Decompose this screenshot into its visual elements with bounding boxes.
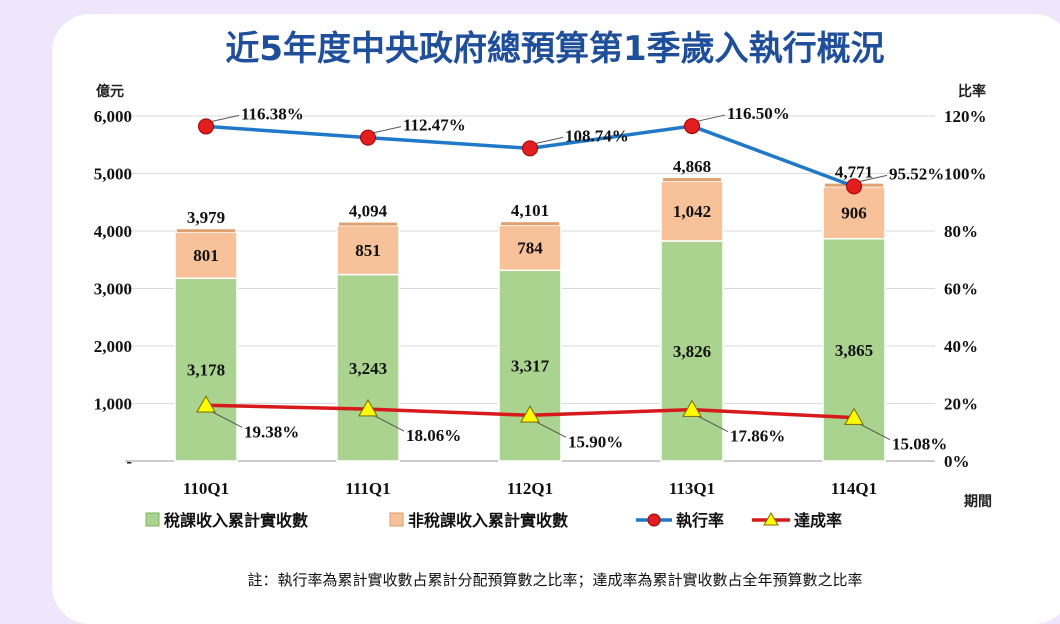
- tax-revenue-bar: [660, 240, 724, 462]
- total-label: 4,101: [511, 201, 549, 220]
- execution-rate-label: 116.50%: [727, 104, 790, 123]
- execution-rate-marker: [522, 140, 538, 157]
- legend-ach-label: 達成率: [794, 511, 842, 530]
- total-label: 4,868: [673, 157, 711, 176]
- tax-revenue-bar: [336, 273, 400, 462]
- y2-tick-label: 0%: [944, 452, 970, 471]
- leader-line: [858, 423, 891, 441]
- y-tick-label: 5,000: [94, 165, 132, 184]
- non-tax-revenue-bar: [336, 224, 400, 276]
- tax-revenue-label: 3,243: [349, 359, 387, 378]
- leader-line: [372, 414, 405, 432]
- bar-top-edge: [339, 222, 397, 226]
- leader-line: [211, 114, 240, 122]
- bar-top-edge: [501, 222, 559, 226]
- y2-tick-label: 20%: [944, 395, 978, 414]
- achievement-rate-marker: [520, 405, 540, 423]
- left-axis-unit: 億元: [96, 83, 124, 100]
- execution-rate-label: 95.52%: [889, 164, 944, 183]
- y-tick-label: 2,000: [94, 337, 132, 356]
- leader-line: [210, 410, 243, 428]
- left-axis-ticks: - 1,000 2,000 3,000 4,000 5,000 6,000: [94, 107, 133, 471]
- total-label: 4,094: [349, 202, 388, 221]
- leader-line: [535, 136, 564, 144]
- non-tax-revenue-bar: [822, 185, 886, 240]
- execution-rate-marker: [198, 118, 214, 135]
- x-axis-ticks: 110Q1 111Q1 112Q1 113Q1 114Q1: [183, 479, 877, 498]
- achievement-rate-marker: [358, 399, 378, 417]
- y-tick-label: 3,000: [94, 280, 132, 299]
- achievement-rate-label: 19.38%: [244, 422, 299, 441]
- non-tax-revenue-label: 801: [193, 246, 219, 265]
- x-tick-label: 114Q1: [831, 479, 877, 498]
- non-tax-revenue-bar: [498, 224, 562, 272]
- leader-line: [534, 420, 567, 438]
- y2-tick-label: 60%: [944, 280, 978, 299]
- execution-rate-marker: [846, 178, 862, 195]
- legend-exec-marker: [647, 513, 661, 527]
- bar-top-edge: [177, 229, 235, 233]
- chart: 近5年度中央政府總預算第1季歲入執行概況 億元 比率 期間 - 1,000 2,00…: [94, 29, 992, 589]
- x-axis-label: 期間: [964, 494, 992, 510]
- legend-exec-label: 執行率: [676, 511, 724, 530]
- non-tax-revenue-label: 784: [517, 239, 543, 258]
- y2-tick-label: 100%: [944, 165, 987, 184]
- achievement-rate-marker: [196, 395, 216, 413]
- non-tax-revenue-label: 1,042: [673, 202, 711, 221]
- y2-tick-label: 120%: [944, 107, 987, 126]
- legend-tax-swatch: [145, 512, 160, 527]
- execution-rate-marker: [360, 129, 376, 146]
- x-tick-label: 112Q1: [507, 479, 553, 498]
- achievement-rate-label: 15.08%: [892, 435, 947, 454]
- bar-top-edge: [663, 178, 721, 182]
- y2-tick-label: 40%: [944, 337, 978, 356]
- leader-line: [373, 126, 402, 134]
- legend: 稅課收入累計實收數 非稅課收入累計實收數 執行率 達成率: [145, 511, 842, 530]
- leader-line: [696, 415, 729, 433]
- tax-revenue-label: 3,178: [187, 361, 225, 380]
- execution-rate-marker: [684, 118, 700, 135]
- total-label: 3,979: [187, 208, 225, 227]
- tax-revenue-label: 3,317: [511, 357, 550, 376]
- x-tick-label: 110Q1: [183, 479, 229, 498]
- tax-revenue-label: 3,826: [673, 342, 711, 361]
- y-tick-label: 4,000: [94, 222, 132, 241]
- legend-ach-marker: [763, 512, 779, 526]
- y-tick-label: 6,000: [94, 107, 132, 126]
- achievement-rate-label: 15.90%: [568, 432, 623, 451]
- chart-title: 近5年度中央政府總預算第1季歲入執行概況: [225, 29, 884, 69]
- y2-tick-label: 80%: [944, 222, 978, 241]
- execution-rate-label: 112.47%: [403, 116, 466, 135]
- leader-line: [859, 174, 888, 182]
- legend-nontax-swatch: [389, 512, 404, 527]
- total-label: 4,771: [835, 163, 873, 182]
- legend-tax-label: 稅課收入累計實收數: [164, 511, 308, 530]
- line-series: 116.38% 112.47% 108.74% 116.50% 95.52% 19.38%…: [196, 104, 947, 454]
- right-axis-unit: 比率: [958, 83, 986, 100]
- x-tick-label: 113Q1: [669, 479, 715, 498]
- legend-nontax-label: 非稅課收入累計實收數: [408, 511, 568, 530]
- footnote: 註：執行率為累計實收數占累計分配預算數之比率；達成率為累計實收數占全年預算數之比…: [247, 571, 862, 589]
- y-tick-label: -: [126, 452, 132, 471]
- tax-revenue-label: 3,865: [835, 341, 873, 360]
- achievement-rate-label: 17.86%: [730, 427, 785, 446]
- y-tick-label: 1,000: [94, 395, 132, 414]
- achievement-rate-label: 18.06%: [406, 426, 461, 445]
- leader-line: [697, 114, 726, 122]
- execution-rate-label: 108.74%: [565, 126, 629, 145]
- achievement-rate-marker: [844, 407, 864, 425]
- non-tax-revenue-label: 906: [841, 204, 867, 223]
- right-axis-ticks: 0% 20% 40% 60% 80% 100% 120%: [944, 107, 987, 471]
- x-tick-label: 111Q1: [345, 479, 390, 498]
- achievement-rate-marker: [682, 399, 702, 417]
- execution-rate-label: 116.38%: [241, 104, 304, 123]
- non-tax-revenue-label: 851: [355, 241, 381, 260]
